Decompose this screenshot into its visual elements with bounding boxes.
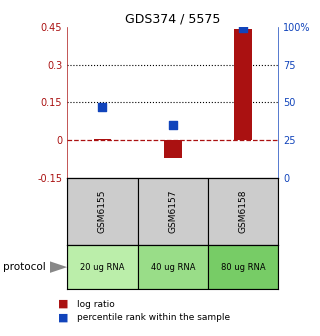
Title: GDS374 / 5575: GDS374 / 5575 xyxy=(125,13,220,26)
Bar xyxy=(138,245,208,289)
Bar xyxy=(67,178,138,245)
Text: GSM6155: GSM6155 xyxy=(98,190,107,234)
Bar xyxy=(94,139,111,140)
Bar xyxy=(208,178,278,245)
Text: percentile rank within the sample: percentile rank within the sample xyxy=(77,313,230,322)
Point xyxy=(241,26,246,31)
Bar xyxy=(234,30,252,140)
Bar xyxy=(164,140,182,158)
Text: protocol: protocol xyxy=(3,262,46,272)
Text: GSM6158: GSM6158 xyxy=(239,190,248,234)
Text: log ratio: log ratio xyxy=(77,300,115,308)
Text: 80 ug RNA: 80 ug RNA xyxy=(221,263,266,271)
Polygon shape xyxy=(50,261,67,273)
Point xyxy=(170,123,175,128)
Text: ■: ■ xyxy=(58,312,68,323)
Point xyxy=(100,104,105,110)
Bar xyxy=(138,178,208,245)
Bar xyxy=(208,245,278,289)
Bar xyxy=(67,245,138,289)
Text: ■: ■ xyxy=(58,299,68,309)
Text: 20 ug RNA: 20 ug RNA xyxy=(80,263,125,271)
Text: GSM6157: GSM6157 xyxy=(168,190,177,234)
Text: 40 ug RNA: 40 ug RNA xyxy=(150,263,195,271)
